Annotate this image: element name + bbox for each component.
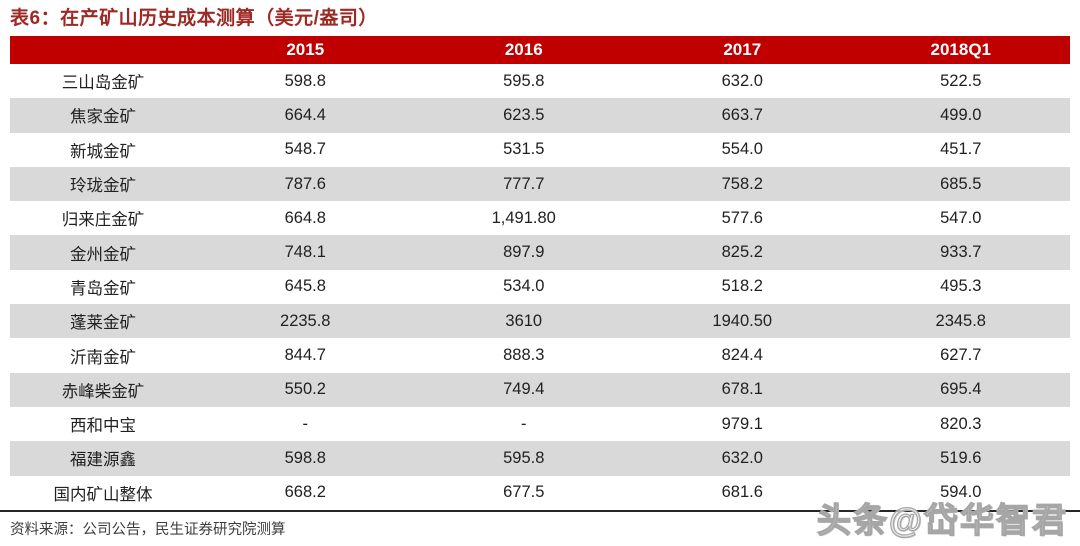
value-cell: 595.8 (414, 441, 633, 476)
mine-name-cell: 归来庄金矿 (10, 201, 196, 236)
value-cell: 677.5 (414, 475, 633, 510)
table-row: 赤峰柴金矿 550.2 749.4 678.1 695.4 (10, 372, 1070, 407)
table-row: 蓬莱金矿 2235.8 3610 1940.50 2345.8 (10, 304, 1070, 339)
value-cell: 522.5 (851, 64, 1070, 99)
value-cell: 623.5 (414, 98, 633, 133)
value-cell: 685.5 (851, 166, 1070, 202)
value-cell: 888.3 (414, 338, 633, 373)
value-cell: 678.1 (633, 372, 852, 407)
value-cell: 787.6 (196, 166, 415, 202)
value-cell: 594.0 (851, 475, 1070, 510)
value-cell: 1,491.80 (414, 201, 633, 236)
mine-name-cell: 赤峰柴金矿 (10, 372, 196, 407)
table-title: 表6：在产矿山历史成本测算（美元/盎司） (10, 8, 378, 29)
table-row: 青岛金矿 645.8 534.0 518.2 495.3 (10, 269, 1070, 305)
mine-name-cell: 金州金矿 (10, 235, 196, 270)
value-cell: 824.4 (633, 338, 852, 373)
value-cell: 548.7 (196, 132, 415, 167)
mine-name-cell: 玲珑金矿 (10, 166, 196, 202)
value-cell: 758.2 (633, 166, 852, 202)
header-cell-2015: 2015 (196, 36, 415, 64)
value-cell: 451.7 (851, 132, 1070, 167)
value-cell: 664.8 (196, 201, 415, 236)
value-cell: - (196, 406, 415, 442)
value-cell: 663.7 (633, 98, 852, 133)
source-note: 资料来源：公司公告，民生证券研究院测算 (10, 522, 286, 538)
value-cell: - (414, 406, 633, 442)
value-cell: 495.3 (851, 269, 1070, 305)
table-row: 新城金矿 548.7 531.5 554.0 451.7 (10, 132, 1070, 167)
value-cell: 1940.50 (633, 304, 852, 339)
mine-name-cell: 福建源鑫 (10, 441, 196, 476)
mine-name-cell: 蓬莱金矿 (10, 304, 196, 339)
table-body: 三山岛金矿 598.8 595.8 632.0 522.5 焦家金矿 664.4 623.5 6… (10, 64, 1070, 510)
value-cell: 3610 (414, 304, 633, 339)
table-row: 西和中宝 - -979.1 820.3 (10, 406, 1070, 442)
header-cell-2016: 2016 (414, 36, 633, 64)
value-cell: 550.2 (196, 372, 415, 407)
mine-name-cell: 西和中宝 (10, 406, 196, 442)
table-bottom-rule (0, 510, 1080, 512)
value-cell: 820.3 (851, 406, 1070, 442)
mine-cost-table: 2015 2016 2017 2018Q1 三山岛金矿 598.8 595.8 632… (10, 36, 1070, 510)
table-row: 归来庄金矿 664.8 1,491.80 577.6 547.0 (10, 201, 1070, 236)
toutiao-watermark: 头条@岱华智君 (816, 501, 1068, 540)
header-row: 2015 2016 2017 2018Q1 (10, 36, 1070, 64)
table-row: 沂南金矿 844.7 888.3 824.4 627.7 (10, 338, 1070, 373)
mine-name-cell: 青岛金矿 (10, 269, 196, 305)
value-cell: 933.7 (851, 235, 1070, 270)
table-row: 焦家金矿 664.4 623.5 663.7 499.0 (10, 98, 1070, 133)
mine-name-cell: 焦家金矿 (10, 98, 196, 133)
value-cell: 748.1 (196, 235, 415, 270)
value-cell: 598.8 (196, 64, 415, 99)
value-cell: 577.6 (633, 201, 852, 236)
value-cell: 897.9 (414, 235, 633, 270)
value-cell: 664.4 (196, 98, 415, 133)
value-cell: 2235.8 (196, 304, 415, 339)
header-cell-2017: 2017 (633, 36, 852, 64)
value-cell: 554.0 (633, 132, 852, 167)
value-cell: 632.0 (633, 64, 852, 99)
table-row: 玲珑金矿 787.6 777.7 758.2 685.5 (10, 166, 1070, 202)
value-cell: 534.0 (414, 269, 633, 305)
value-cell: 2345.8 (851, 304, 1070, 339)
value-cell: 499.0 (851, 98, 1070, 133)
value-cell: 595.8 (414, 64, 633, 99)
table-row: 福建源鑫 598.8 595.8 632.0 519.6 (10, 441, 1070, 476)
table-row: 国内矿山整体 668.2 677.5 681.6 594.0 (10, 475, 1070, 510)
value-cell: 645.8 (196, 269, 415, 305)
value-cell: 518.2 (633, 269, 852, 305)
value-cell: 547.0 (851, 201, 1070, 236)
value-cell: 531.5 (414, 132, 633, 167)
value-cell: 695.4 (851, 372, 1070, 407)
value-cell: 777.7 (414, 166, 633, 202)
value-cell: 632.0 (633, 441, 852, 476)
value-cell: 749.4 (414, 372, 633, 407)
table-row: 三山岛金矿 598.8 595.8 632.0 522.5 (10, 64, 1070, 99)
mine-name-cell: 国内矿山整体 (10, 475, 196, 510)
header-cell-blank (10, 36, 196, 64)
value-cell: 519.6 (851, 441, 1070, 476)
header-cell-2018q1: 2018Q1 (851, 36, 1070, 64)
value-cell: 979.1 (633, 406, 852, 442)
value-cell: 668.2 (196, 475, 415, 510)
mine-name-cell: 沂南金矿 (10, 338, 196, 373)
value-cell: 681.6 (633, 475, 852, 510)
mine-name-cell: 新城金矿 (10, 132, 196, 167)
mine-name-cell: 三山岛金矿 (10, 64, 196, 99)
value-cell: 825.2 (633, 235, 852, 270)
value-cell: 627.7 (851, 338, 1070, 373)
value-cell: 844.7 (196, 338, 415, 373)
table-row: 金州金矿 748.1 897.9 825.2 933.7 (10, 235, 1070, 270)
value-cell: 598.8 (196, 441, 415, 476)
